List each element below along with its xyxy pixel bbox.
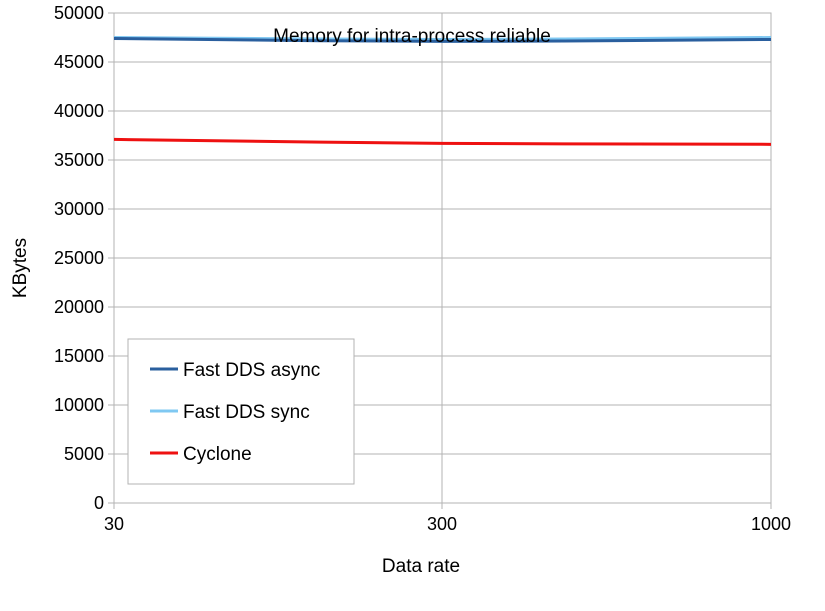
y-tick-label: 40000 (54, 101, 104, 121)
chart-title: Memory for intra-process reliable (273, 26, 551, 47)
plot-area-border (113, 12, 772, 504)
legend-label-fast-dds-async: Fast DDS async (183, 360, 320, 381)
y-tick-label: 20000 (54, 297, 104, 317)
y-tick-label: 0 (94, 493, 104, 513)
y-tick-label: 35000 (54, 150, 104, 170)
series-line-fast-dds-async (113, 36, 772, 43)
y-tick-label: 10000 (54, 395, 104, 415)
legend: Fast DDS async Fast DDS sync Cyclone (127, 338, 355, 485)
legend-label-fast-dds-sync: Fast DDS sync (183, 402, 310, 423)
x-axis-title: Data rate (382, 556, 460, 577)
y-tick-label: 25000 (54, 248, 104, 268)
series-lines (113, 36, 772, 146)
y-axis-title: KBytes (10, 238, 31, 298)
y-tick-label: 5000 (64, 444, 104, 464)
legend-label-cyclone: Cyclone (183, 444, 252, 465)
y-tick-label: 50000 (54, 3, 104, 23)
x-tick-label: 1000 (751, 514, 791, 534)
x-tick-label: 300 (427, 514, 457, 534)
y-tick-label: 30000 (54, 199, 104, 219)
x-tick-label: 30 (104, 514, 124, 534)
y-tick-label: 15000 (54, 346, 104, 366)
axes: 0 5000 10000 15000 20000 25000 30000 35000 40000… (54, 3, 791, 534)
y-tick-label: 45000 (54, 52, 104, 72)
series-line-cyclone (113, 137, 772, 146)
